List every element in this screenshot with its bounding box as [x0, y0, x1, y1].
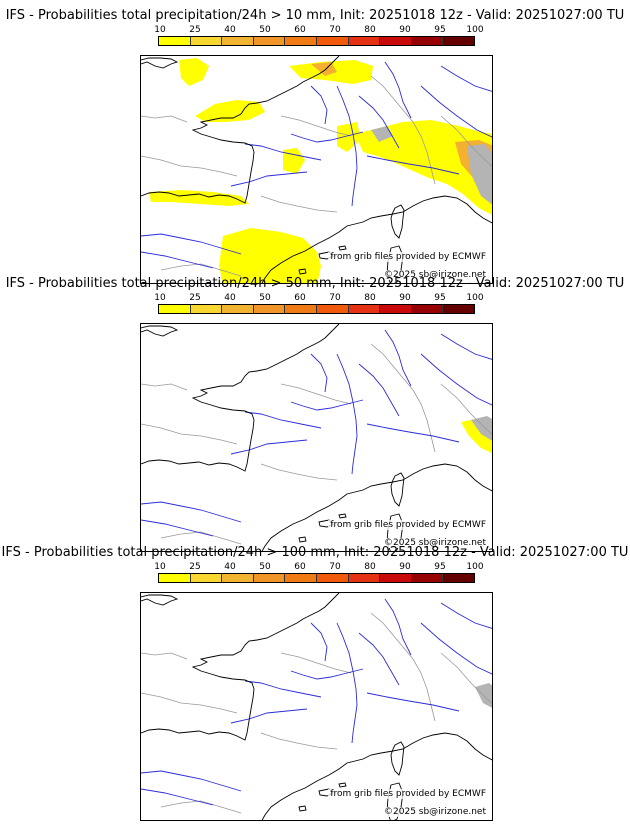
colorbar-ticks: 10 25 40 50 60 70 80 90 95 100 — [154, 562, 483, 572]
colorbar-segment — [411, 37, 444, 45]
colorbar-segment — [443, 37, 474, 45]
precipitation-map: from grib files provided by ECMWF ©2025 … — [140, 55, 493, 284]
colorbar-segment — [222, 37, 254, 45]
colorbar-segment — [285, 305, 317, 313]
terrain-shading — [471, 416, 492, 441]
colorbar-tick-label: 50 — [259, 562, 271, 572]
colorbar-tick-label: 90 — [399, 293, 411, 303]
colorbar-tick-label: 80 — [364, 25, 376, 35]
colorbar-segment — [222, 305, 254, 313]
colorbar-segment — [253, 305, 286, 313]
colorbar-tick-label: 40 — [224, 562, 236, 572]
colorbar-segment — [190, 37, 223, 45]
copyright-label: ©2025 sb@irizone.net — [382, 807, 488, 817]
panel-title: IFS - Probabilities total precipitation/… — [5, 276, 625, 291]
colorbar-tick-label: 70 — [329, 562, 341, 572]
colorbar-tick-label: 90 — [399, 25, 411, 35]
data-credit: from grib files provided by ECMWF — [328, 789, 488, 799]
colorbar-segment — [159, 37, 191, 45]
precip-area — [149, 190, 249, 206]
colorbar-tick-label: 95 — [434, 562, 446, 572]
colorbar-segment — [285, 37, 317, 45]
copyright-label: ©2025 sb@irizone.net — [382, 538, 488, 548]
colorbar-segment — [411, 574, 444, 582]
map-canvas — [141, 324, 492, 551]
colorbar-tick-label: 40 — [224, 25, 236, 35]
precip-area — [283, 148, 305, 174]
colorbar-tick-label: 100 — [466, 293, 484, 303]
probability-colorbar — [158, 304, 475, 314]
data-credit: from grib files provided by ECMWF — [328, 252, 488, 262]
colorbar-tick-label: 90 — [399, 562, 411, 572]
colorbar-segment — [348, 305, 381, 313]
terrain-shading — [467, 144, 492, 205]
colorbar-tick-label: 80 — [364, 562, 376, 572]
map-canvas — [141, 56, 492, 283]
colorbar-segment — [380, 37, 412, 45]
copyright-label: ©2025 sb@irizone.net — [382, 270, 488, 280]
colorbar-segment — [443, 305, 474, 313]
data-credit: from grib files provided by ECMWF — [328, 520, 488, 530]
colorbar-segment — [222, 574, 254, 582]
colorbar-tick-label: 25 — [189, 562, 201, 572]
colorbar-segment — [348, 37, 381, 45]
colorbar-segment — [348, 574, 381, 582]
panel-title: IFS - Probabilities total precipitation/… — [5, 8, 625, 23]
colorbar-tick-label: 100 — [466, 25, 484, 35]
colorbar-tick-label: 25 — [189, 25, 201, 35]
colorbar-tick-label: 50 — [259, 293, 271, 303]
colorbar-segment — [253, 37, 286, 45]
colorbar-tick-label: 80 — [364, 293, 376, 303]
colorbar-tick-label: 60 — [294, 562, 306, 572]
probability-colorbar — [158, 573, 475, 583]
colorbar-tick-label: 10 — [154, 25, 166, 35]
colorbar-tick-label: 10 — [154, 562, 166, 572]
colorbar-segment — [190, 574, 223, 582]
colorbar-segment — [285, 574, 317, 582]
colorbar-segment — [316, 305, 349, 313]
forecast-panel-10mm: IFS - Probabilities total precipitation/… — [0, 8, 630, 284]
colorbar-segment — [411, 305, 444, 313]
colorbar-ticks: 10 25 40 50 60 70 80 90 95 100 — [154, 293, 483, 303]
precip-area — [219, 228, 321, 283]
map-canvas — [141, 593, 492, 820]
colorbar-tick-label: 100 — [466, 562, 484, 572]
colorbar-tick-label: 60 — [294, 293, 306, 303]
precipitation-map: from grib files provided by ECMWF ©2025 … — [140, 592, 493, 821]
colorbar-segment — [316, 37, 349, 45]
terrain-shading — [371, 126, 393, 142]
colorbar-tick-label: 95 — [434, 293, 446, 303]
precipitation-map: from grib files provided by ECMWF ©2025 … — [140, 323, 493, 552]
colorbar-tick-label: 70 — [329, 25, 341, 35]
colorbar-tick-label: 95 — [434, 25, 446, 35]
colorbar-segment — [159, 574, 191, 582]
colorbar-segment — [380, 574, 412, 582]
colorbar-segment — [316, 574, 349, 582]
colorbar-segment — [190, 305, 223, 313]
colorbar-ticks: 10 25 40 50 60 70 80 90 95 100 — [154, 25, 483, 35]
colorbar-segment — [380, 305, 412, 313]
panel-title: IFS - Probabilities total precipitation/… — [1, 545, 629, 560]
colorbar-segment — [443, 574, 474, 582]
forecast-panel-50mm: IFS - Probabilities total precipitation/… — [0, 276, 630, 552]
colorbar-tick-label: 70 — [329, 293, 341, 303]
precip-area-high — [311, 62, 337, 76]
colorbar-tick-label: 60 — [294, 25, 306, 35]
forecast-panel-100mm: IFS - Probabilities total precipitation/… — [0, 545, 630, 821]
colorbar-segment — [159, 305, 191, 313]
colorbar-tick-label: 10 — [154, 293, 166, 303]
precip-area — [179, 58, 209, 86]
colorbar-tick-label: 50 — [259, 25, 271, 35]
colorbar-segment — [253, 574, 286, 582]
probability-colorbar — [158, 36, 475, 46]
colorbar-tick-label: 25 — [189, 293, 201, 303]
colorbar-tick-label: 40 — [224, 293, 236, 303]
